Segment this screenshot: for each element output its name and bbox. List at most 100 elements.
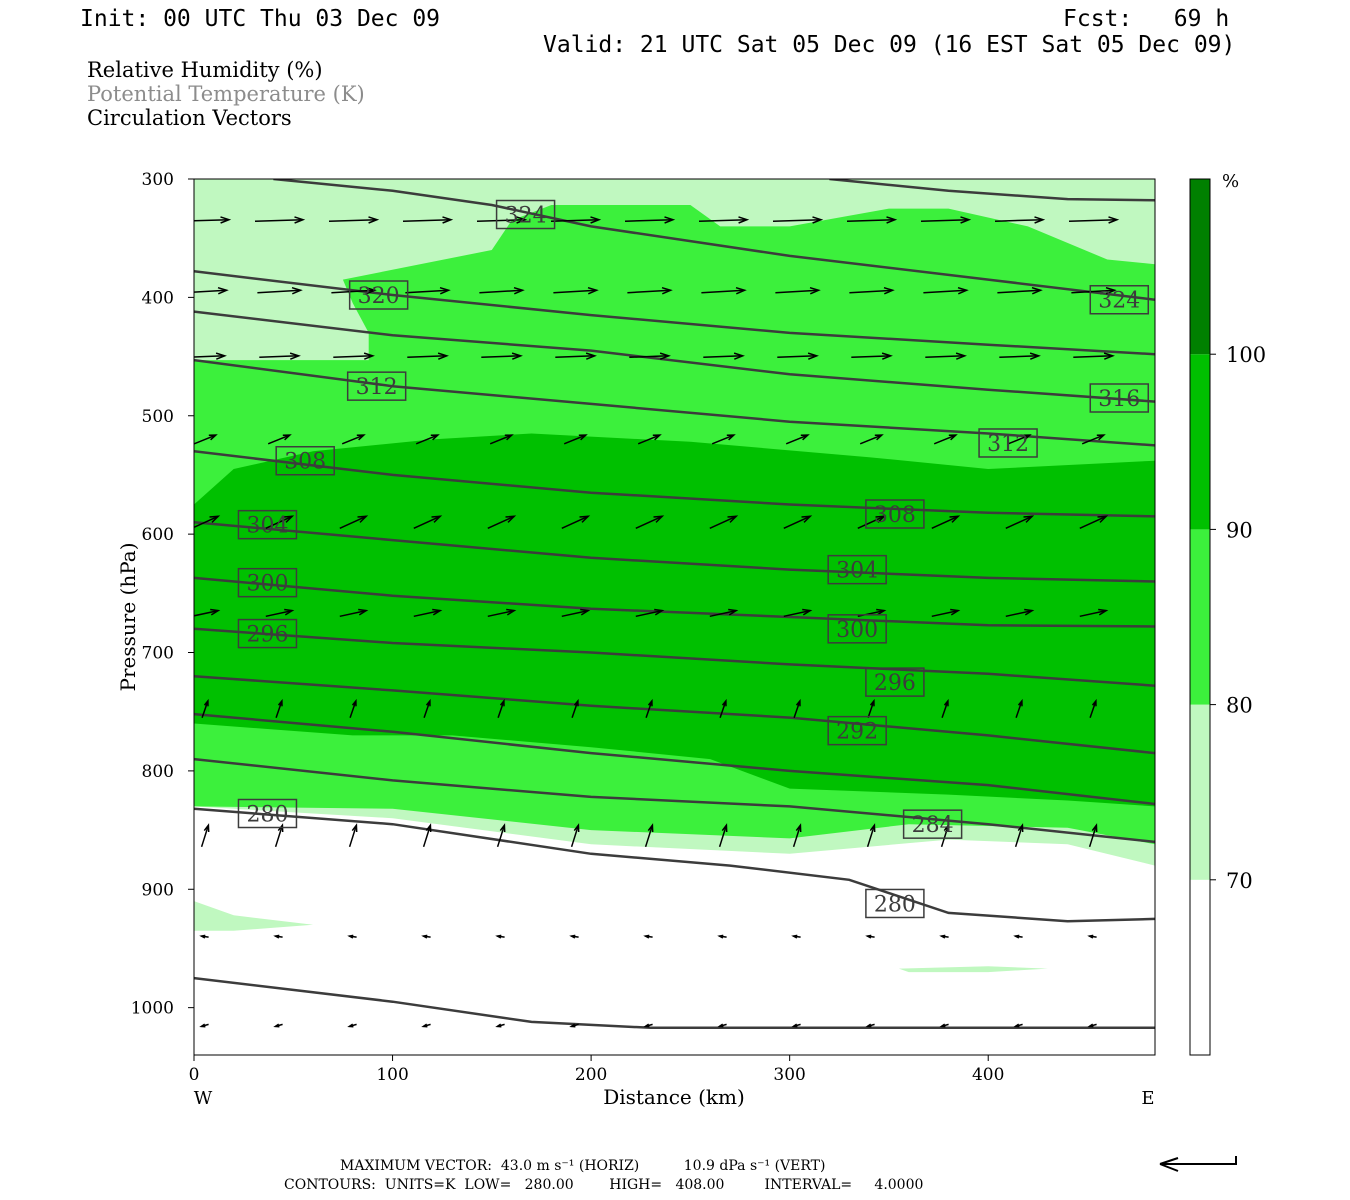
y-tick-label: 900 xyxy=(142,880,174,900)
circulation-vector xyxy=(257,286,303,295)
circulation-vector xyxy=(846,216,898,224)
theta-contour-label: 296 xyxy=(865,667,925,697)
circulation-vector xyxy=(717,934,727,939)
circulation-vector xyxy=(553,286,599,295)
rh-fill-region xyxy=(194,433,1155,807)
circulation-vector xyxy=(194,515,221,529)
circulation-vector xyxy=(923,286,969,295)
svg-text:312: 312 xyxy=(987,432,1029,457)
circulation-vector xyxy=(941,698,949,718)
y-axis-title: Pressure (hPa) xyxy=(116,543,140,692)
circulation-vector xyxy=(792,823,802,848)
max-vector-info: MAXIMUM VECTOR: 43.0 m s⁻¹ (HORIZ) 10.9 … xyxy=(340,1158,826,1174)
circulation-vector xyxy=(495,934,505,939)
circulation-vector xyxy=(931,608,961,618)
circulation-vector xyxy=(1079,608,1109,618)
theta-contour-line xyxy=(194,450,1155,518)
circulation-vector xyxy=(481,352,523,360)
circulation-vector xyxy=(274,823,284,848)
circulation-vector xyxy=(405,286,451,295)
circulation-vector xyxy=(999,352,1041,360)
theta-contour-label: 324 xyxy=(1089,284,1150,315)
theta-contour-label: 300 xyxy=(237,567,298,598)
colorbar-tick-label: 70 xyxy=(1226,869,1253,893)
theta-contour-line xyxy=(194,674,1155,755)
theta-contour-line xyxy=(194,712,1155,806)
circulation-vector xyxy=(563,434,588,445)
theta-contour-label: 320 xyxy=(348,280,409,310)
circulation-vector xyxy=(201,698,209,718)
theta-contour-label: 304 xyxy=(827,554,887,585)
circulation-vector xyxy=(635,515,665,529)
circulation-vector xyxy=(709,608,739,618)
circulation-vector xyxy=(259,352,301,360)
circulation-vector xyxy=(199,934,209,939)
circulation-vector xyxy=(254,216,306,224)
y-tick-label: 700 xyxy=(142,644,174,664)
circulation-vector xyxy=(718,823,728,848)
circulation-vector xyxy=(1081,434,1106,445)
svg-text:304: 304 xyxy=(246,514,288,539)
theta-contour-label: 300 xyxy=(827,614,887,644)
circulation-vector xyxy=(265,608,295,618)
circulation-vector xyxy=(347,1023,357,1028)
circulation-vector xyxy=(1089,698,1097,718)
theta-contour-line xyxy=(194,358,1155,447)
circulation-vector xyxy=(1005,608,1035,618)
circulation-vector xyxy=(940,823,950,848)
svg-text:296: 296 xyxy=(874,671,916,696)
circulation-vector xyxy=(627,286,673,295)
circulation-vector xyxy=(645,698,653,718)
circulation-vector xyxy=(275,698,283,718)
circulation-vector xyxy=(711,434,736,445)
circulation-vector xyxy=(777,352,819,360)
svg-text:308: 308 xyxy=(284,450,326,475)
colorbar-tick-label: 100 xyxy=(1226,343,1266,367)
theta-contour-label: 304 xyxy=(237,509,298,540)
theta-contour-label: 324 xyxy=(495,199,556,230)
circulation-vector xyxy=(341,434,366,445)
theta-contour-label: 292 xyxy=(827,715,887,746)
x-tick-label: 0 xyxy=(189,1065,200,1085)
circulation-vector xyxy=(997,286,1043,295)
forecast-hour: Fcst: 69 h xyxy=(1063,6,1230,32)
colorbar-tick-label: 80 xyxy=(1226,694,1253,718)
svg-text:300: 300 xyxy=(246,572,288,597)
svg-text:284: 284 xyxy=(912,813,954,838)
circulation-vector xyxy=(791,934,801,939)
circulation-vector xyxy=(194,216,232,224)
colorbar-swatch xyxy=(1190,879,1210,1055)
circulation-vector xyxy=(920,216,972,224)
theta-contour-line xyxy=(194,757,1155,844)
circulation-vector xyxy=(497,698,505,718)
circulation-vector xyxy=(479,286,525,295)
circulation-vector xyxy=(267,434,292,445)
circulation-vector xyxy=(487,608,517,618)
theta-contour-label: 280 xyxy=(865,888,925,919)
circulation-vector xyxy=(555,352,597,360)
y-tick-label: 400 xyxy=(142,288,174,308)
theta-contour-label: 280 xyxy=(237,798,298,829)
circulation-vector xyxy=(415,434,440,445)
west-label: W xyxy=(194,1088,213,1109)
circulation-vector xyxy=(931,515,961,529)
circulation-vector xyxy=(561,515,591,529)
circulation-vector xyxy=(569,934,579,939)
theta-contour-line xyxy=(194,627,1155,687)
circulation-vector xyxy=(629,352,671,360)
circulation-vector xyxy=(717,1023,727,1028)
theta-contour-line xyxy=(194,310,1155,403)
circulation-vector xyxy=(849,286,895,295)
reference-vector-arrow xyxy=(1159,1156,1237,1172)
circulation-vector xyxy=(413,608,443,618)
circulation-vector xyxy=(273,1023,283,1028)
x-axis-title: Distance (km) xyxy=(603,1085,745,1109)
circulation-vector xyxy=(423,698,431,718)
east-label: E xyxy=(1141,1088,1154,1109)
circulation-vector xyxy=(1014,823,1024,848)
circulation-vector xyxy=(487,515,517,529)
colorbar-tick-label: 90 xyxy=(1226,518,1253,542)
circulation-vector xyxy=(476,216,528,224)
circulation-vector xyxy=(643,934,653,939)
circulation-vector xyxy=(194,352,227,360)
